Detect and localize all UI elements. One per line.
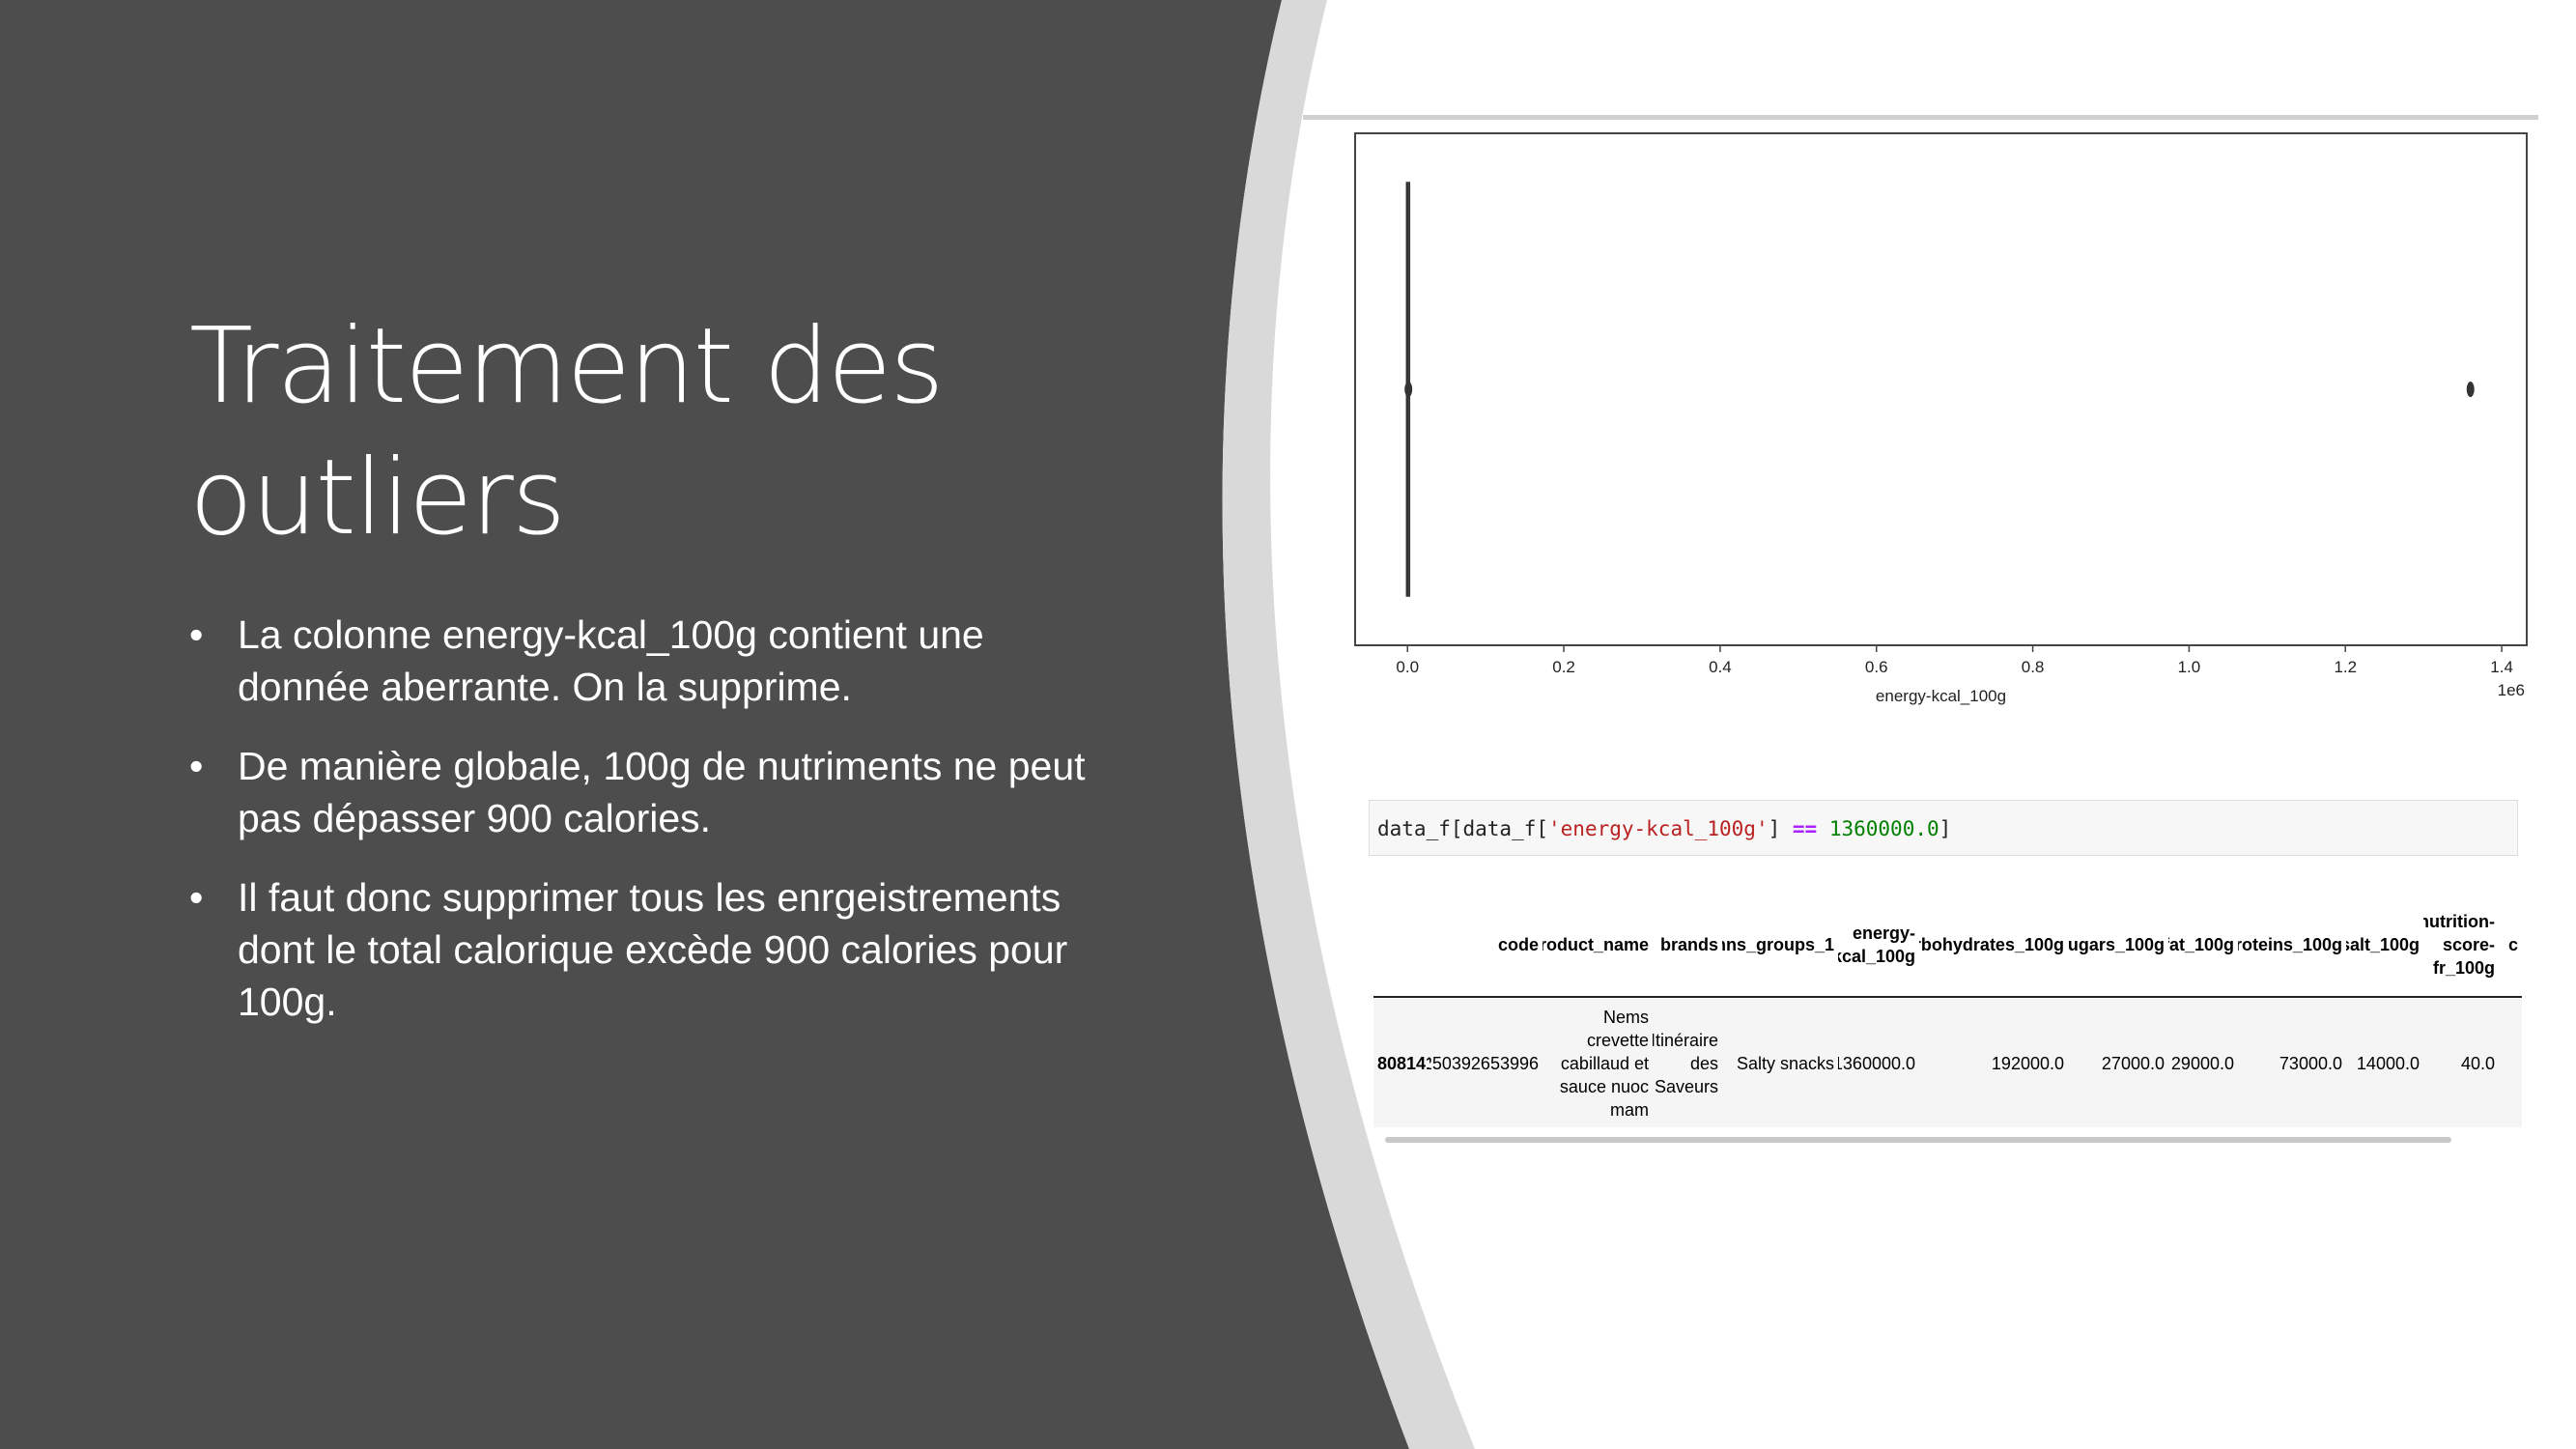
- x-tick-label: 1.0: [2178, 658, 2201, 676]
- scrollbar[interactable]: [1385, 1137, 2451, 1143]
- code-token: ]: [1939, 817, 1952, 840]
- column-header: pnns_groups_1: [1722, 935, 1834, 954]
- header-rule: [1373, 996, 2522, 998]
- image-edge: [1303, 115, 2538, 120]
- x-tick-label: 0.2: [1552, 658, 1575, 676]
- boxplot-chart: 0.0 0.2 0.4 0.6 0.8 1.0 1.2 1.4 energy-kcal_100g…: [1354, 132, 2528, 705]
- x-tick-label: 1.2: [2334, 658, 2357, 676]
- x-tick-label: 0.0: [1396, 658, 1419, 676]
- bullet: Il faut donc supprimer tous les enrgeist…: [189, 871, 1088, 1028]
- table-cell: 27000.0: [2101, 1053, 2165, 1073]
- table-cell: 14000.0: [2356, 1053, 2420, 1073]
- code-token: ==: [1792, 817, 1818, 840]
- table-cell: 1360000.0: [1838, 1053, 1915, 1073]
- code-token: ]: [1768, 817, 1793, 840]
- column-header: nutrition-score-fr_100g: [2423, 912, 2495, 978]
- slide-title: Traitement des outliers: [189, 301, 945, 564]
- column-header: sugars_100g: [2068, 935, 2165, 954]
- table-cell: 29000.0: [2170, 1053, 2234, 1073]
- column-header: code: [1497, 935, 1539, 954]
- outlier: [2466, 382, 2475, 397]
- table-cell: 3250392653996: [1430, 1053, 1539, 1073]
- x-tick-label: 0.4: [1709, 658, 1732, 676]
- column-header: salt_100g: [2346, 935, 2420, 954]
- row-index: 808141: [1377, 1053, 1430, 1073]
- column-header: brands: [1659, 935, 1718, 954]
- code-token: 'energy-kcal_100g': [1548, 817, 1769, 840]
- table-cell: Salty snacks: [1736, 1053, 1834, 1073]
- bullet: De manière globale, 100g de nutriments n…: [189, 740, 1088, 844]
- table-cell: 192000.0: [1991, 1053, 2064, 1073]
- x-axis-label: energy-kcal_100g: [1876, 687, 2006, 705]
- bullet: La colonne energy-kcal_100g contient une…: [189, 609, 1088, 713]
- curve-band: [1222, 0, 1475, 1449]
- outlier: [1404, 382, 1413, 397]
- table-cell: Itinéraire des Saveurs: [1653, 1030, 1718, 1096]
- code-token: data_f[data_f[: [1377, 817, 1549, 840]
- plot-frame: [1354, 132, 2528, 646]
- title-line: outliers: [189, 438, 566, 558]
- bullet-list: La colonne energy-kcal_100g contient une…: [189, 609, 1088, 1055]
- column-header: c: [2507, 935, 2518, 954]
- code-token: 1360000.0: [1817, 817, 1939, 840]
- offset-text: 1e6: [2498, 681, 2525, 699]
- column-header: product_name: [1543, 935, 1649, 954]
- column-header: fat_100g: [2168, 935, 2234, 954]
- column-header: energy-kcal_100g: [1838, 923, 1916, 966]
- column-header: carbohydrates_100g: [1919, 935, 2064, 954]
- table-cell: Nems crevette cabillaud et sauce nuoc ma…: [1559, 1007, 1649, 1120]
- table-cell: 73000.0: [2279, 1053, 2342, 1073]
- x-tick-label: 1.4: [2490, 658, 2513, 676]
- dark-panel: [0, 0, 1409, 1449]
- x-tick-label: 0.8: [2022, 658, 2045, 676]
- row-background: [1373, 999, 2522, 1127]
- x-tick-label: 0.6: [1865, 658, 1888, 676]
- code-cell: data_f[data_f['energy-kcal_100g'] == 136…: [1369, 800, 2518, 856]
- title-line: Traitement des: [189, 306, 945, 427]
- column-header: proteins_100g: [2238, 935, 2342, 954]
- table-cell: 40.0: [2460, 1053, 2495, 1073]
